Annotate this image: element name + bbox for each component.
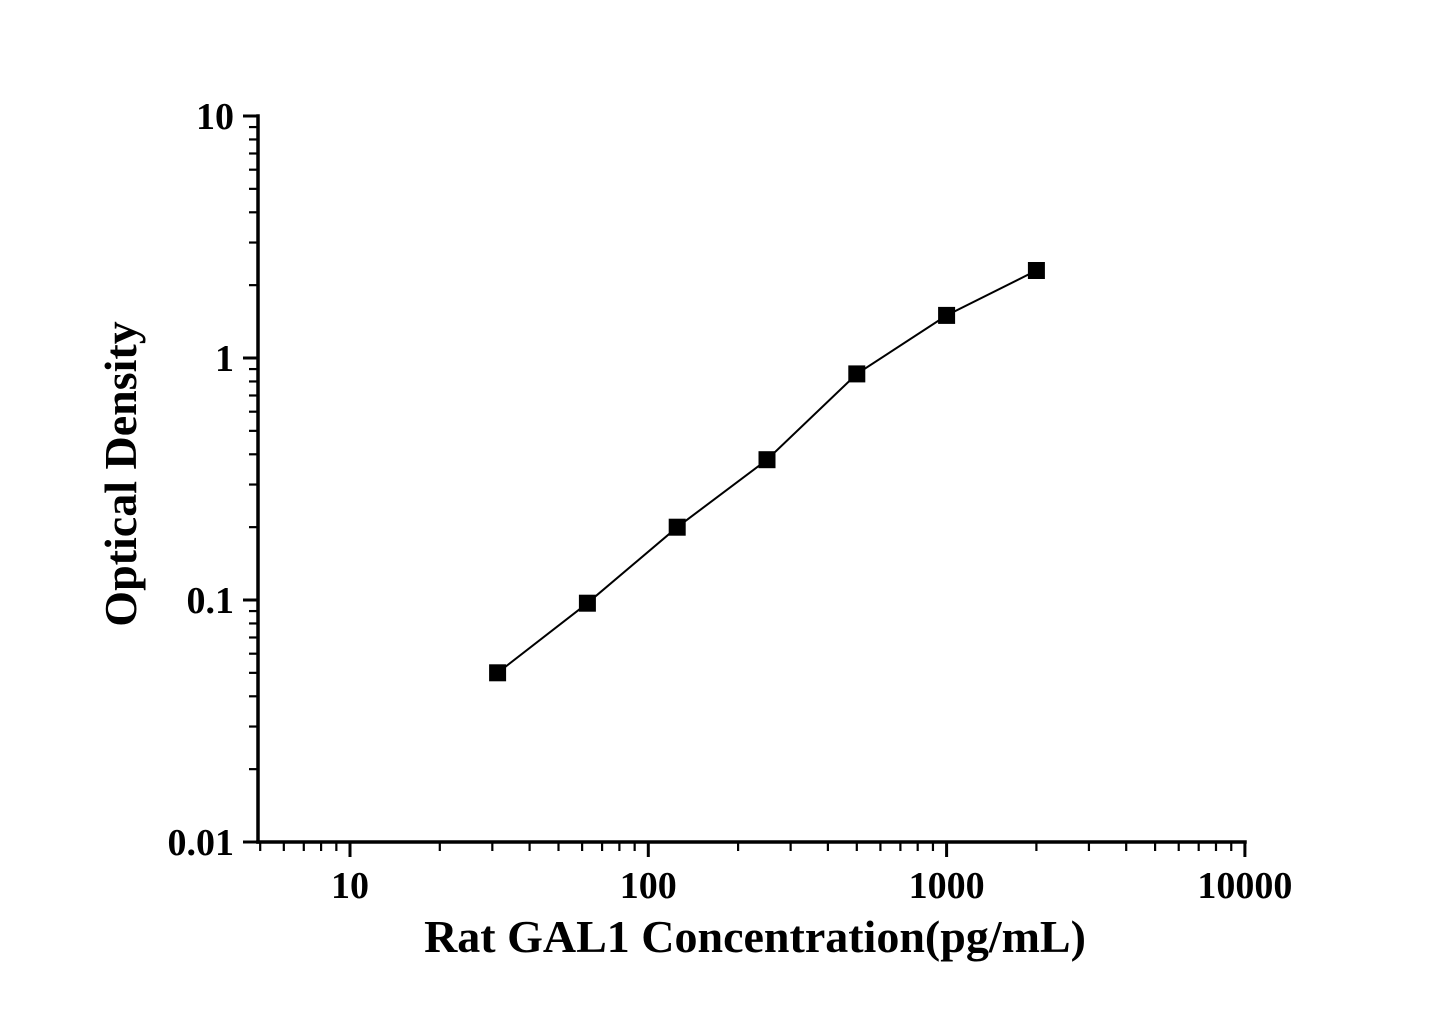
x-axis-tick-label: 10 [331,865,369,907]
x-axis-tick-label: 10000 [1197,865,1292,907]
y-axis-tick-label: 10 [196,96,234,138]
data-point-marker [1027,262,1045,279]
data-series [489,262,1045,682]
axes [243,114,1247,857]
y-axis-tick-label: 1 [215,338,234,380]
data-point-marker [668,518,686,536]
data-point-marker [578,594,596,612]
y-axis-tick-label: 0.01 [168,822,235,864]
tick-labels: 10 100 1000 10000 0.01 0.1 1 10 [168,96,1293,907]
x-axis-title: Rat GAL1 Concentration(pg/mL) [424,911,1086,962]
y-axis-title: Optical Density [95,321,146,626]
data-point-marker [938,306,956,324]
y-axis-tick-label: 0.1 [187,580,235,622]
x-axis-tick-label: 100 [620,865,677,907]
data-point-marker [848,365,866,383]
x-axis-tick-label: 1000 [909,865,985,907]
standard-curve-line [496,269,1037,674]
data-point-marker [489,664,507,682]
data-point-marker [758,451,776,469]
